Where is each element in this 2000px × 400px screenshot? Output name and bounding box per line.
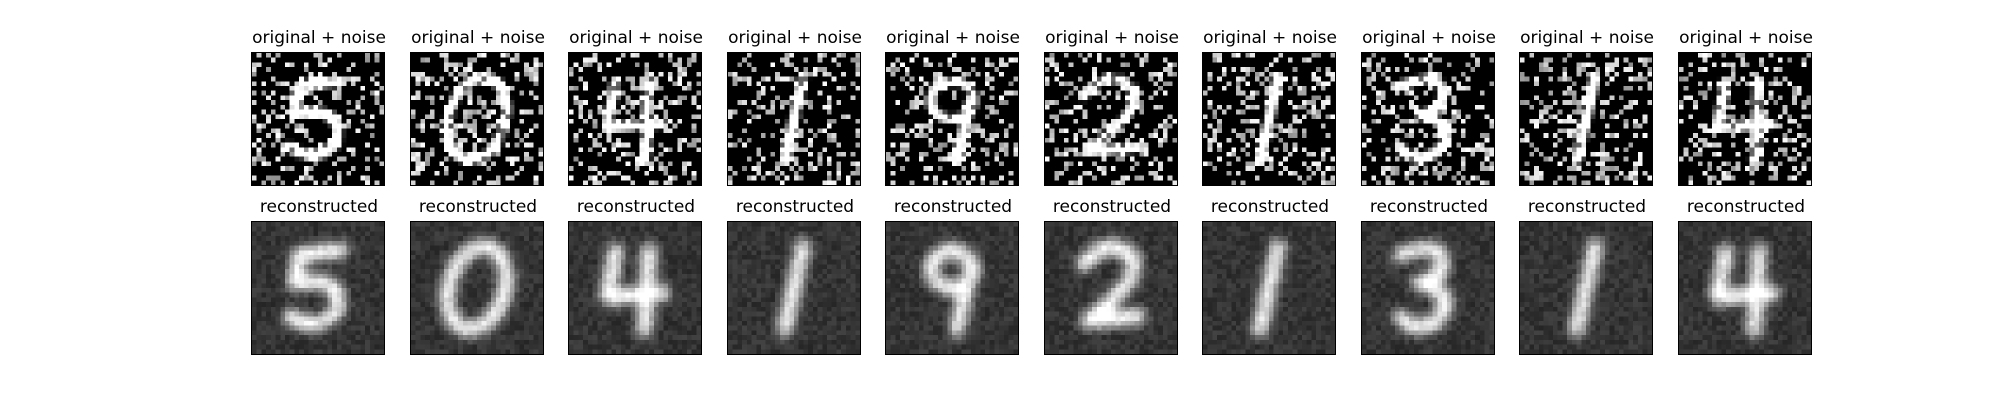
noisy-digit-image [1202,52,1336,186]
noisy-digit-image [727,52,861,186]
noisy-digit-image [1678,52,1812,186]
noisy-digit-image [251,52,385,186]
panel-title: original + noise [1045,28,1179,48]
panel-title: original + noise [886,28,1020,48]
reconstructed-digit-image [1202,221,1336,355]
noisy-digit-image [1519,52,1653,186]
reconstructed-digit-image [251,221,385,355]
reconstructed-digit-image [568,221,702,355]
reconstructed-digit-image [1678,221,1812,355]
panel-title: original + noise [1679,28,1813,48]
panel-title: original + noise [1520,28,1654,48]
noisy-digit-image [885,52,1019,186]
panel-title: original + noise [569,28,703,48]
reconstructed-digit-image [1361,221,1495,355]
reconstructed-digit-image [727,221,861,355]
panel-title: reconstructed [1686,197,1806,217]
panel-title: original + noise [252,28,386,48]
panel-title: reconstructed [1369,197,1489,217]
noisy-digit-image [1044,52,1178,186]
panel-title: original + noise [728,28,862,48]
panel-title: reconstructed [735,197,855,217]
panel-title: reconstructed [576,197,696,217]
panel-title: reconstructed [1210,197,1330,217]
noisy-digit-image [410,52,544,186]
panel-title: reconstructed [418,197,538,217]
reconstructed-digit-image [1044,221,1178,355]
panel-title: reconstructed [1527,197,1647,217]
panel-title: reconstructed [893,197,1013,217]
panel-title: reconstructed [1052,197,1172,217]
reconstructed-digit-image [410,221,544,355]
panel-title: reconstructed [259,197,379,217]
panel-title: original + noise [411,28,545,48]
panel-title: original + noise [1203,28,1337,48]
noisy-digit-image [568,52,702,186]
reconstructed-digit-image [885,221,1019,355]
noisy-digit-image [1361,52,1495,186]
reconstructed-digit-image [1519,221,1653,355]
panel-title: original + noise [1362,28,1496,48]
